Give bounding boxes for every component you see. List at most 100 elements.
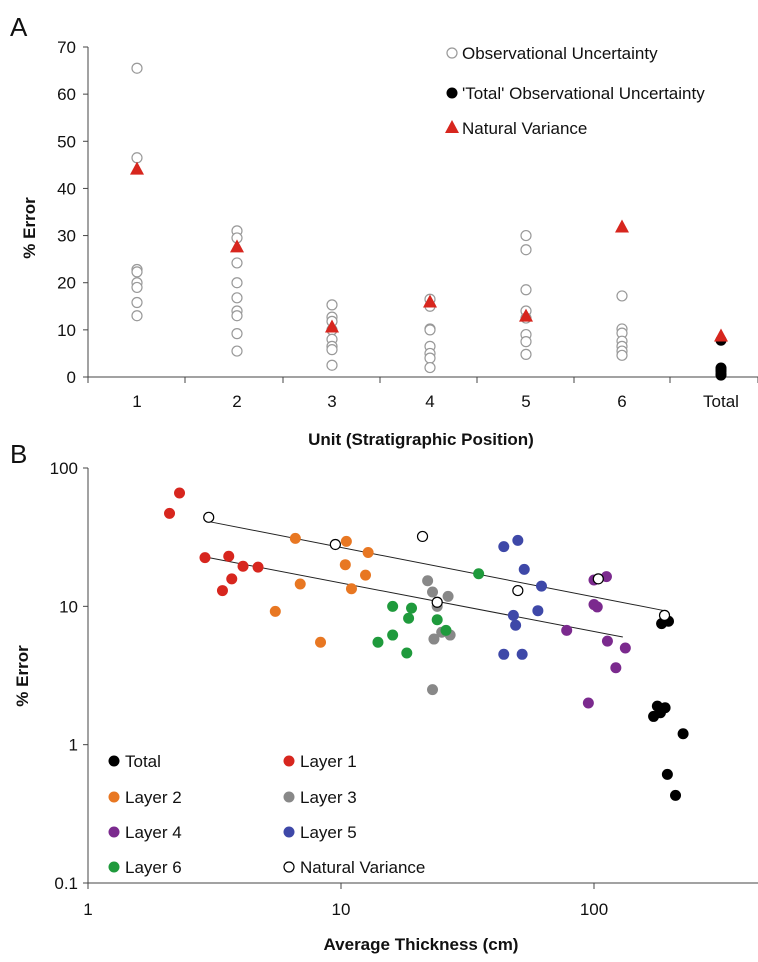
panel-b-point-total (661, 768, 673, 780)
panel-b-point-layer-6 (401, 647, 413, 659)
panel-b-x-axis-title: Average Thickness (cm) (324, 935, 519, 954)
panel-b-point-layer-5 (532, 605, 544, 617)
panel-a-y-tick-label: 40 (57, 179, 76, 198)
panel-b-legend-marker-layer-1 (283, 755, 295, 767)
panel-b-point-layer-2 (294, 578, 306, 590)
panel-a-point-observational-uncertainty (424, 352, 436, 364)
panel-a-point-total-observational-uncertainty (715, 369, 727, 381)
panel-b-point-layer-6 (372, 636, 384, 648)
panel-b-point-layer-4 (619, 642, 631, 654)
panel-a-x-tick-label: 3 (327, 392, 336, 411)
panel-b-y-tick-label: 100 (50, 459, 78, 478)
panel-a-y-tick-label: 70 (57, 38, 76, 57)
panel-a-y-axis-title: % Error (20, 197, 39, 259)
panel-b-point-layer-2 (360, 569, 372, 581)
panel-b-point-natural-variance (203, 511, 215, 523)
panel-a-letter: A (10, 12, 28, 42)
panel-a-point-observational-uncertainty (131, 310, 143, 322)
panel-b-point-total (654, 707, 666, 719)
panel-b-point-natural-variance (592, 573, 604, 585)
panel-b-legend-marker-layer-2 (108, 791, 120, 803)
panel-a-legend-marker-observational-uncertainty (446, 47, 458, 59)
panel-b-point-layer-1 (223, 550, 235, 562)
panel-b-point-layer-6 (440, 624, 452, 636)
panel-a-point-observational-uncertainty (326, 344, 338, 356)
panel-b-point-layer-3 (442, 590, 454, 602)
panel-b-point-layer-2 (339, 559, 351, 571)
panel-a-x-tick-label: 6 (617, 392, 626, 411)
panel-a-point-natural-variance (423, 294, 437, 308)
panel-b-legend-label-layer-1: Layer 1 (300, 752, 357, 771)
panel-a-point-observational-uncertainty (326, 359, 338, 371)
panel-a-y-tick-label: 50 (57, 132, 76, 151)
panel-a-point-observational-uncertainty (424, 324, 436, 336)
panel-a-y-tick-label: 10 (57, 321, 76, 340)
panel-b-point-natural-variance (329, 538, 341, 551)
panel-b-point-layer-4 (591, 601, 603, 613)
panel-a-point-natural-variance (325, 319, 339, 333)
panel-a-point-observational-uncertainty (520, 284, 532, 296)
panel-b-legend-label-layer-3: Layer 3 (300, 788, 357, 807)
panel-a-x-tick-label: 1 (132, 392, 141, 411)
panel-a-point-observational-uncertainty (131, 62, 143, 74)
panel-b-legend-label-layer-5: Layer 5 (300, 823, 357, 842)
panel-b-point-natural-variance (431, 596, 443, 608)
panel-a-x-tick-label: 5 (521, 392, 530, 411)
panel-a-y-tick-label: 30 (57, 227, 76, 246)
panel-b-point-layer-1 (174, 487, 186, 499)
panel-a-point-observational-uncertainty (231, 277, 243, 289)
panel-b-y-tick-label: 0.1 (54, 874, 78, 893)
panel-b-legend-marker-natural-variance (283, 861, 295, 873)
panel-b-point-layer-2 (315, 636, 327, 648)
panel-b-point-layer-6 (387, 629, 399, 641)
panel-a-point-observational-uncertainty (231, 292, 243, 304)
panel-b-point-layer-3 (422, 575, 434, 587)
panel-b-point-layer-4 (561, 624, 573, 636)
panel-a-point-natural-variance (230, 239, 244, 253)
panel-a-y-tick-label: 60 (57, 85, 76, 104)
panel-b-point-layer-3 (428, 633, 440, 645)
panel-b-legend-marker-layer-6 (108, 861, 120, 873)
panel-a-point-observational-uncertainty (616, 349, 628, 361)
panel-b-point-layer-2 (340, 535, 352, 547)
panel-a-point-observational-uncertainty (326, 299, 338, 311)
panel-b-point-layer-5 (498, 648, 510, 660)
panel-a-point-observational-uncertainty (520, 244, 532, 256)
panel-b-point-natural-variance (658, 609, 671, 621)
panel-b-point-layer-5 (535, 580, 547, 592)
panel-a-x-tick-label: 2 (232, 392, 241, 411)
panel-b-legend-marker-total (108, 755, 120, 767)
panel-b-legend-label-natural-variance: Natural Variance (300, 858, 425, 877)
panel-b-y-tick-label: 10 (59, 597, 78, 616)
panel-b-point-layer-6 (406, 602, 418, 614)
panel-a-legend-marker-natural-variance (445, 120, 459, 133)
panel-b-point-layer-4 (582, 697, 594, 709)
panel-a-x-tick-label: Total (703, 392, 739, 411)
panel-a-point-observational-uncertainty (131, 152, 143, 164)
panel-a-point-observational-uncertainty (131, 296, 143, 309)
panel-b-point-layer-5 (516, 648, 528, 660)
panel-a-point-observational-uncertainty (520, 348, 532, 360)
panel-b-point-natural-variance (416, 530, 429, 543)
panel-a-x-axis-title: Unit (Stratigraphic Position) (308, 430, 534, 449)
panel-a-point-natural-variance (615, 219, 629, 233)
panel-b-x-tick-label: 100 (580, 900, 608, 919)
panel-a-point-observational-uncertainty (231, 310, 243, 322)
panel-b-legend-marker-layer-4 (108, 826, 120, 838)
panel-b-legend-label-total: Total (125, 752, 161, 771)
panel-b-point-layer-5 (510, 619, 522, 631)
panel-a-x-tick-label: 4 (425, 392, 434, 411)
panel-a-point-observational-uncertainty (131, 266, 143, 278)
panel-b-trendline (208, 557, 623, 638)
panel-b-point-layer-1 (252, 561, 264, 573)
panel-b-point-layer-3 (427, 684, 439, 696)
panel-a-legend-label-natural-variance: Natural Variance (462, 119, 587, 138)
panel-b-point-layer-4 (601, 635, 613, 647)
panel-b-point-layer-1 (164, 507, 176, 519)
panel-b-point-layer-4 (610, 662, 622, 674)
panel-b-point-layer-5 (518, 563, 530, 575)
panel-b-point-layer-6 (473, 568, 485, 580)
panel-b-point-layer-2 (289, 532, 301, 544)
panel-a-legend-label-observational-uncertainty: Observational Uncertainty (462, 44, 658, 63)
panel-b-point-layer-6 (387, 600, 399, 612)
